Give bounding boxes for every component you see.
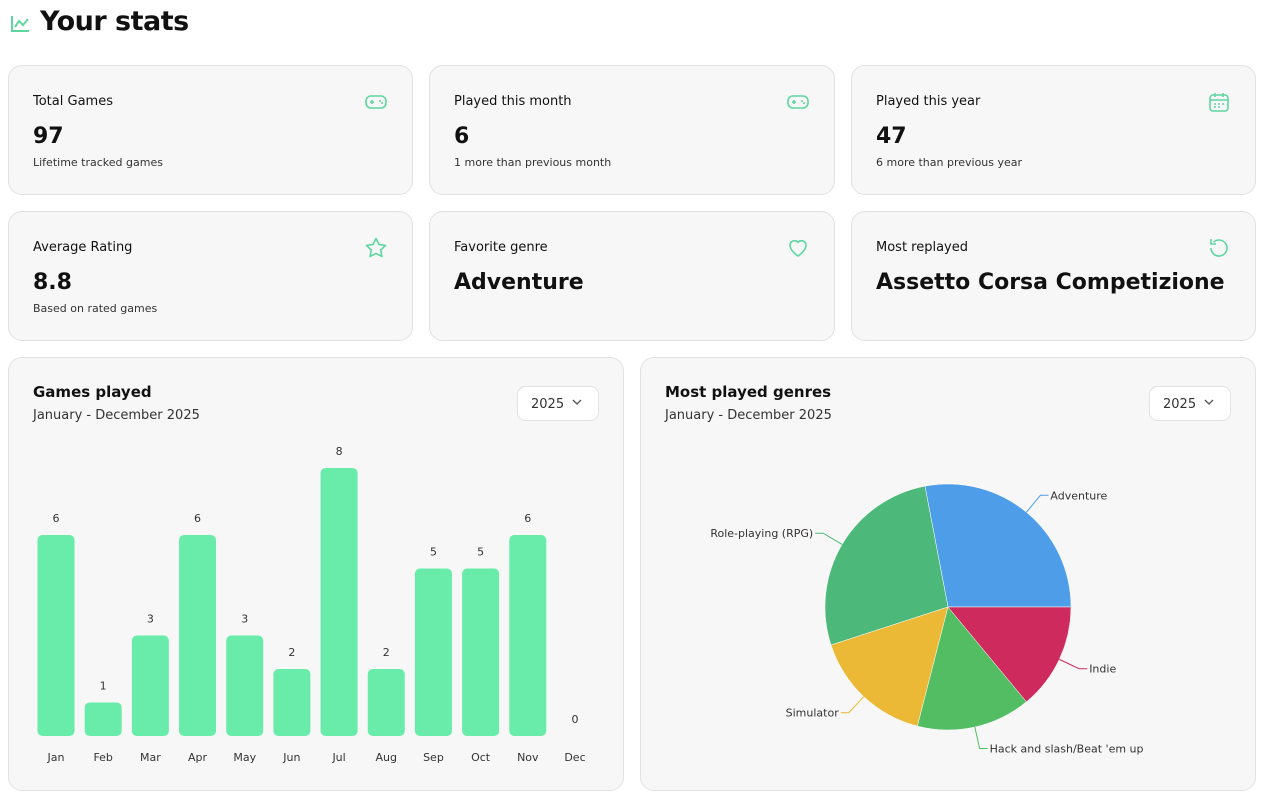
chart-subtitle: January - December 2025 bbox=[32, 408, 200, 423]
x-tick-label: Dec bbox=[564, 751, 585, 764]
card-note: 1 more than previous month bbox=[454, 156, 612, 169]
x-tick-label: Jun bbox=[282, 751, 300, 764]
chart-title: Games played bbox=[33, 383, 152, 401]
card-label: Most replayed bbox=[876, 240, 969, 255]
stat-card: Average Rating 8.8 Based on rated games bbox=[8, 211, 413, 341]
slice-label: Simulator bbox=[786, 707, 840, 720]
bar bbox=[320, 468, 358, 736]
year-selector[interactable] bbox=[1149, 386, 1231, 421]
value-label: 2 bbox=[383, 646, 390, 659]
leader-line bbox=[815, 532, 843, 545]
value-label: 6 bbox=[524, 512, 531, 525]
selector-label: 2025 bbox=[1163, 397, 1196, 412]
card-value: 97 bbox=[33, 124, 64, 149]
leader-line bbox=[1059, 658, 1088, 670]
slice-label: Role-playing (RPG) bbox=[710, 527, 813, 540]
header-icon bbox=[11, 16, 29, 32]
x-tick-label: Apr bbox=[188, 751, 208, 764]
value-label: 0 bbox=[571, 713, 578, 726]
x-tick-label: Nov bbox=[517, 751, 539, 764]
bar bbox=[367, 669, 405, 736]
pie-slice bbox=[917, 606, 1027, 731]
value-label: 2 bbox=[288, 646, 295, 659]
pie-slice bbox=[824, 485, 949, 646]
card-note: Lifetime tracked games bbox=[33, 156, 163, 169]
card-value: Assetto Corsa Competizione bbox=[876, 270, 1225, 295]
value-label: 5 bbox=[430, 546, 437, 559]
pie-slice bbox=[924, 483, 1072, 608]
leader-line bbox=[1026, 494, 1049, 513]
x-tick-label: Jul bbox=[331, 751, 345, 764]
replay-icon bbox=[1210, 239, 1228, 257]
card-label: Played this month bbox=[454, 94, 572, 109]
bar bbox=[84, 702, 122, 736]
stat-card: Played this month 6 1 more than previous… bbox=[429, 65, 835, 195]
calendar-icon bbox=[1209, 93, 1229, 112]
x-tick-label: Aug bbox=[376, 751, 397, 764]
selector-label: 2025 bbox=[531, 397, 564, 412]
chart-subtitle: January - December 2025 bbox=[664, 408, 832, 423]
value-label: 3 bbox=[147, 613, 154, 626]
heart-icon bbox=[789, 239, 807, 257]
value-label: 8 bbox=[336, 445, 343, 458]
card-label: Average Rating bbox=[33, 240, 133, 255]
bar bbox=[462, 568, 500, 736]
leader-line bbox=[840, 696, 865, 714]
stat-card: Most replayed Assetto Corsa Competizione bbox=[851, 211, 1256, 341]
x-tick-label: Oct bbox=[471, 751, 491, 764]
x-tick-label: Jan bbox=[47, 751, 65, 764]
gamepad-icon bbox=[365, 95, 387, 109]
x-tick-label: Feb bbox=[93, 751, 112, 764]
card-value: 8.8 bbox=[33, 270, 72, 295]
slice-label: Adventure bbox=[1050, 489, 1107, 502]
value-label: 1 bbox=[100, 680, 107, 693]
star-icon bbox=[365, 237, 387, 258]
card-label: Favorite genre bbox=[454, 240, 548, 255]
chevron bbox=[572, 399, 582, 405]
value-label: 6 bbox=[53, 512, 60, 525]
chart-title: Most played genres bbox=[665, 383, 831, 401]
bar bbox=[414, 568, 452, 736]
gamepad-icon bbox=[787, 95, 809, 109]
bar bbox=[37, 535, 75, 736]
leader-line bbox=[974, 726, 988, 750]
card-label: Played this year bbox=[876, 94, 981, 109]
x-tick-label: May bbox=[233, 751, 256, 764]
card-value: 6 bbox=[454, 124, 470, 149]
bar bbox=[179, 535, 217, 736]
bar bbox=[509, 535, 547, 736]
card-value: 47 bbox=[876, 124, 907, 149]
stat-card: Total Games 97 Lifetime tracked games bbox=[8, 65, 413, 195]
year-selector[interactable] bbox=[517, 386, 599, 421]
card-value: Adventure bbox=[454, 270, 584, 295]
card-note: Based on rated games bbox=[33, 302, 158, 315]
bar bbox=[226, 635, 264, 736]
card-label: Total Games bbox=[33, 94, 113, 109]
slice-label: Hack and slash/Beat 'em up bbox=[990, 743, 1144, 756]
slice-label: Indie bbox=[1089, 663, 1116, 676]
bar bbox=[131, 635, 169, 736]
stat-card: Played this year 47 6 more than previous… bbox=[851, 65, 1256, 195]
value-label: 5 bbox=[477, 546, 484, 559]
page-title: Your stats bbox=[40, 6, 189, 37]
value-label: 3 bbox=[241, 613, 248, 626]
card-note: 6 more than previous year bbox=[876, 156, 1023, 169]
chevron bbox=[1204, 399, 1214, 405]
x-tick-label: Sep bbox=[423, 751, 444, 764]
value-label: 6 bbox=[194, 512, 201, 525]
bar bbox=[273, 669, 311, 736]
x-tick-label: Mar bbox=[140, 751, 161, 764]
pie-slice bbox=[947, 606, 1072, 703]
stat-card: Favorite genre Adventure bbox=[429, 211, 835, 341]
